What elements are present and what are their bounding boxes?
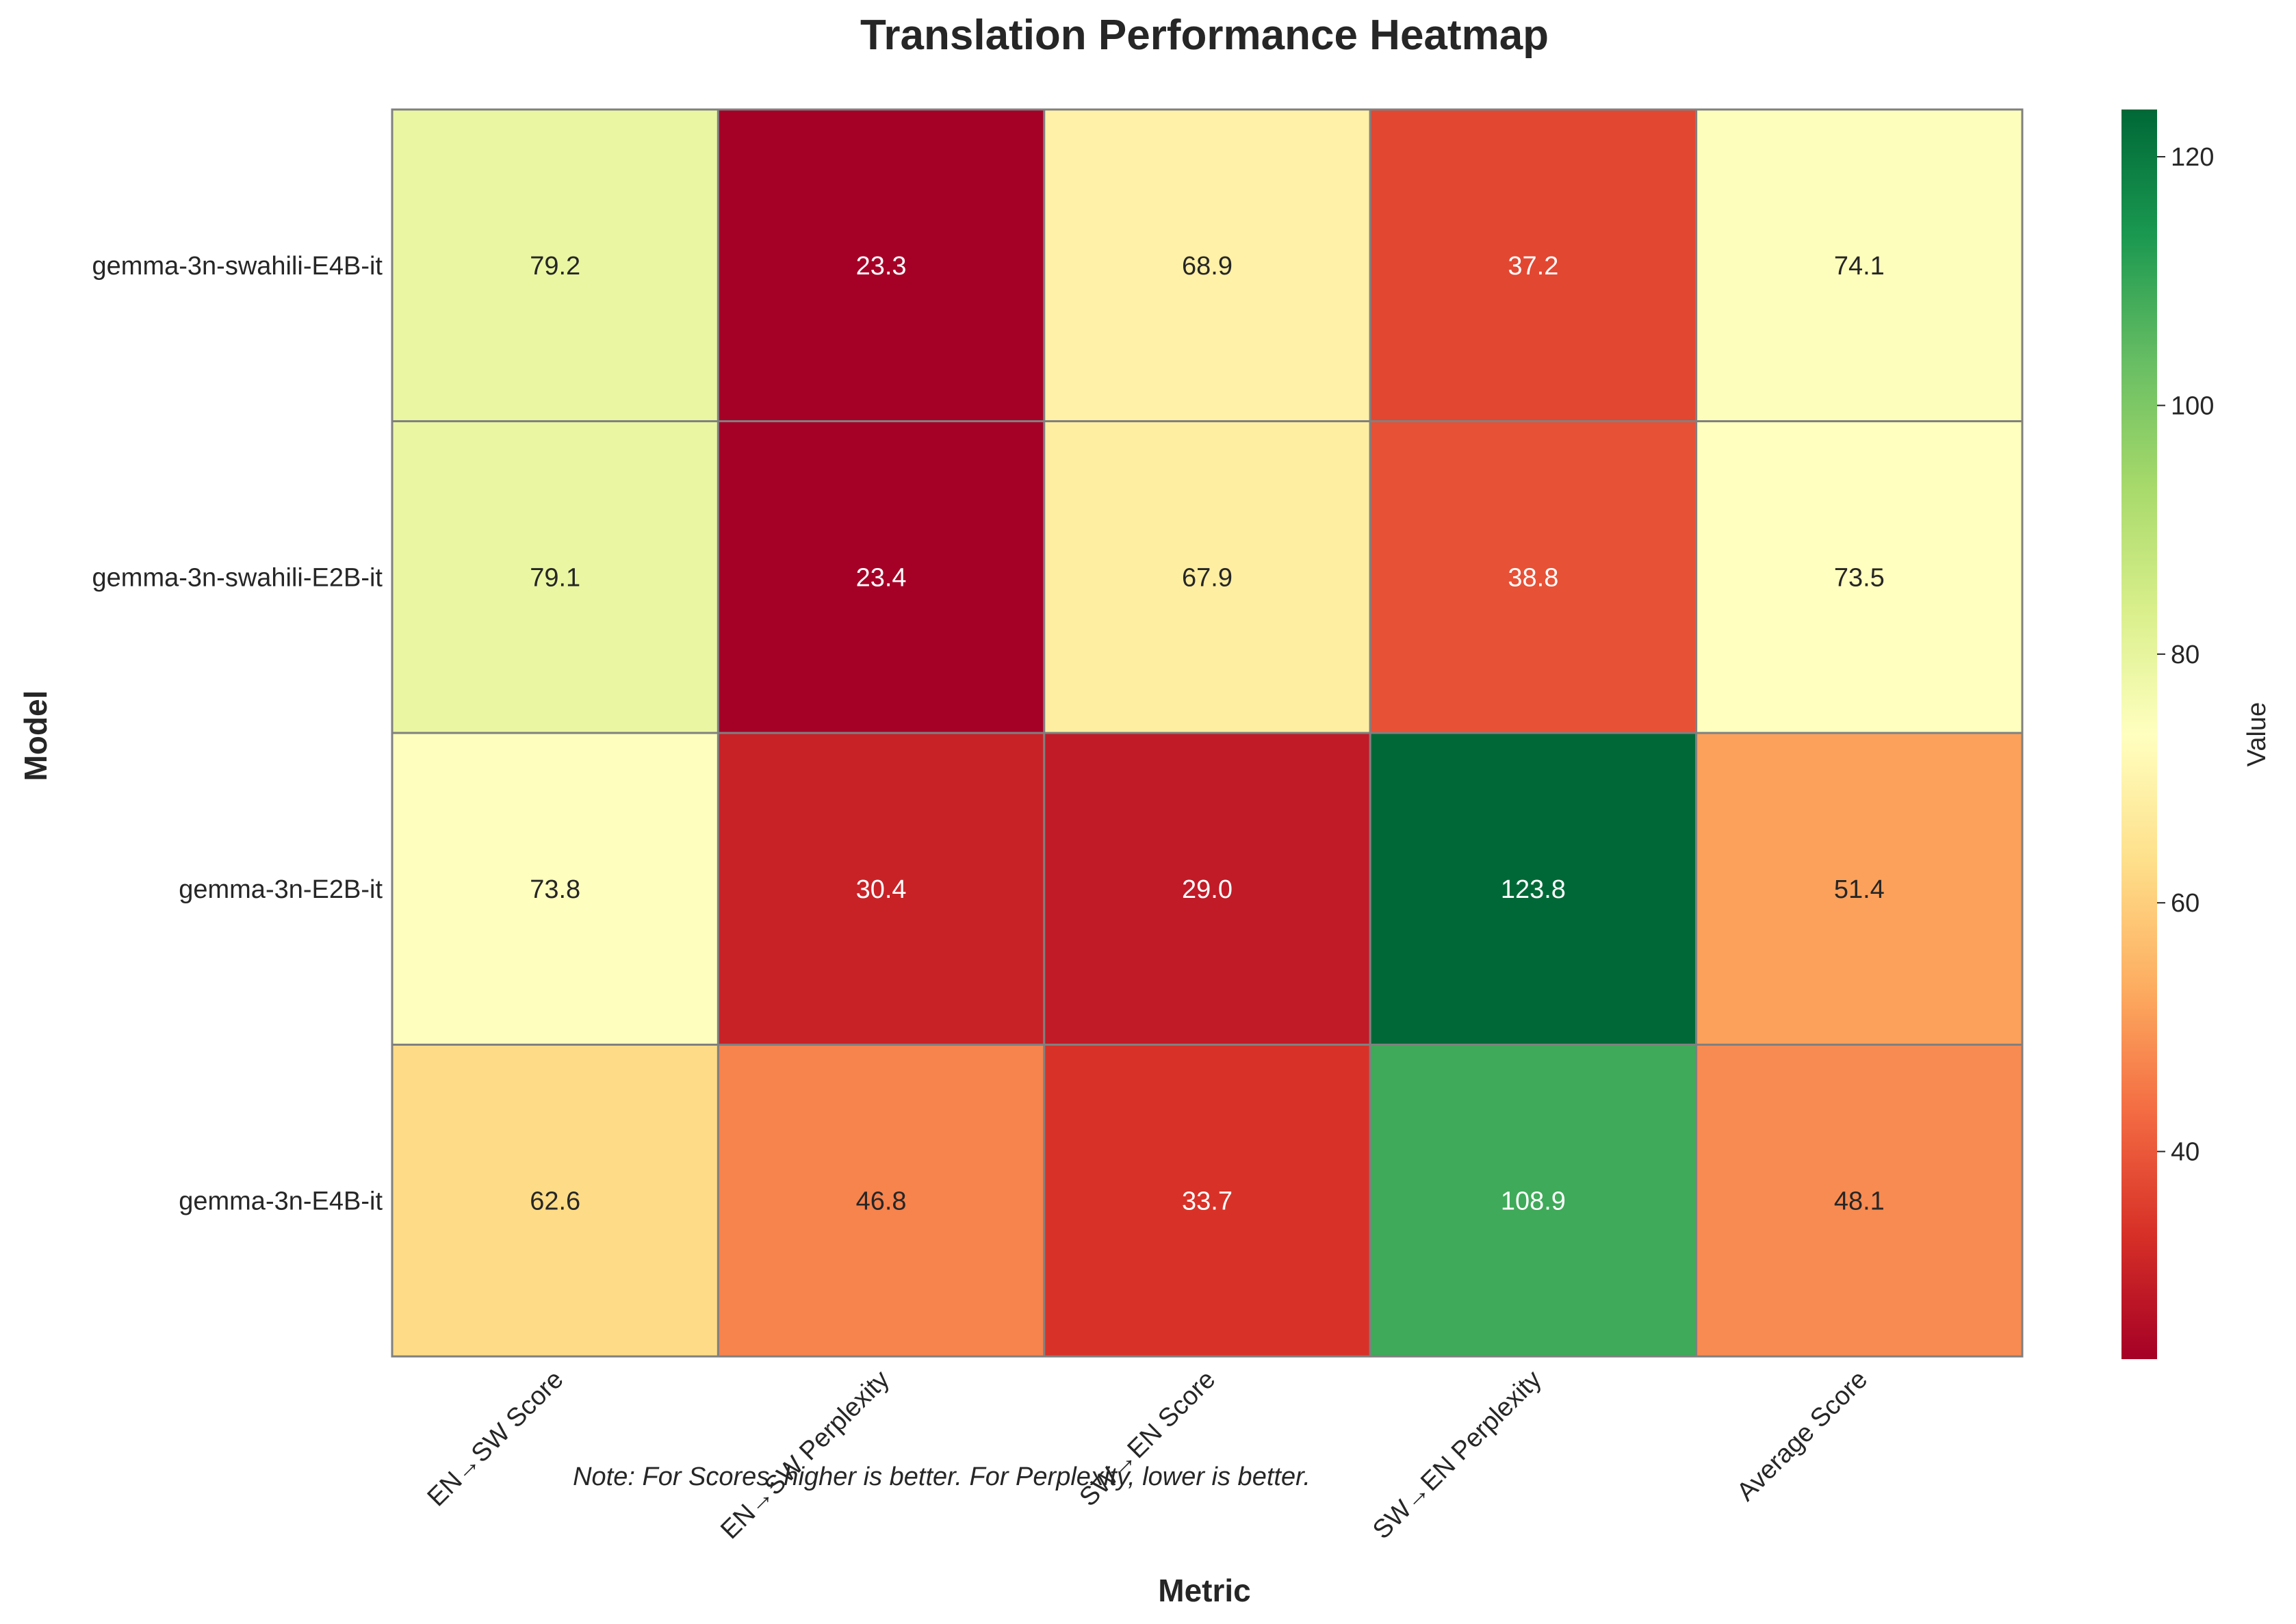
cell-value-label: 46.8 [856,1187,907,1215]
colorbar-tick-label: 100 [2171,391,2214,420]
colorbar-tick-label: 60 [2171,889,2200,918]
heatmap-cell-gemma-3n-swahili-e2b-it-average-score [1695,420,2024,734]
heatmap-cell-gemma-3n-swahili-e4b-it-en-to-sw-perplexity [717,108,1046,422]
cell-value-label: 48.1 [1834,1187,1885,1215]
cell-value-label: 73.8 [530,875,580,904]
heatmap-cell-gemma-3n-swahili-e2b-it-sw-to-en-score [1043,420,1371,734]
heatmap-cell-gemma-3n-e2b-it-en-to-sw-perplexity [717,732,1046,1046]
cell-value-label: 29.0 [1182,875,1233,904]
cell-value-label: 62.6 [530,1187,580,1215]
heatmap-cell-gemma-3n-swahili-e2b-it-en-to-sw-perplexity [717,420,1046,734]
x-tick-label: EN→SW Perplexity [715,1365,895,1545]
heatmap-cell-gemma-3n-e2b-it-average-score [1695,732,2024,1046]
colorbar-ticks: 40 60 80 100 120 [2157,143,2214,1167]
colorbar-tick-label: 120 [2171,143,2214,172]
cell-value-label: 67.9 [1182,563,1233,592]
y-tick-label: gemma-3n-swahili-E4B-it [92,252,383,281]
cell-value-label: 68.9 [1182,252,1233,281]
colorbar-tick-label: 40 [2171,1138,2200,1167]
y-axis-label: Model [18,691,53,782]
heatmap-cell-gemma-3n-e2b-it-sw-to-en-score [1043,732,1371,1046]
x-tick-label: Average Score [1731,1365,1873,1507]
heatmap-cell-gemma-3n-e2b-it-sw-to-en-perplexity [1369,732,1698,1046]
cell-value-label: 37.2 [1508,252,1558,281]
y-tick-label: gemma-3n-E2B-it [179,875,383,904]
heatmap-cell-gemma-3n-swahili-e4b-it-sw-to-en-score [1043,108,1371,422]
x-tick-label: EN→SW Score [422,1365,569,1512]
heatmap-cell-gemma-3n-swahili-e4b-it-en-to-sw-score [391,108,719,422]
cell-value-label: 33.7 [1182,1187,1233,1215]
heatmap-cells [391,108,2024,1358]
heatmap-cell-gemma-3n-e4b-it-average-score [1695,1044,2024,1358]
x-axis-label: Metric [1158,1573,1250,1608]
cell-value-label: 79.1 [530,563,580,592]
colorbar-label: Value [2243,702,2271,766]
heatmap-cell-gemma-3n-swahili-e2b-it-en-to-sw-score [391,420,719,734]
heatmap-cell-gemma-3n-e4b-it-sw-to-en-score [1043,1044,1371,1358]
cell-value-label: 108.9 [1501,1187,1566,1215]
heatmap-cell-gemma-3n-swahili-e4b-it-average-score [1695,108,2024,422]
heatmap-cell-gemma-3n-swahili-e4b-it-sw-to-en-perplexity [1369,108,1698,422]
cell-value-label: 23.3 [856,252,907,281]
heatmap-cell-gemma-3n-e4b-it-en-to-sw-score [391,1044,719,1358]
cell-value-label: 73.5 [1834,563,1885,592]
heatmap-cell-gemma-3n-e4b-it-en-to-sw-perplexity [717,1044,1046,1358]
x-tick-label: SW→EN Perplexity [1367,1365,1547,1545]
cell-value-label: 51.4 [1834,875,1885,904]
heatmap-cell-gemma-3n-e4b-it-sw-to-en-perplexity [1369,1044,1698,1358]
y-tick-label: gemma-3n-swahili-E2B-it [92,563,383,592]
cell-value-label: 23.4 [856,563,907,592]
cell-value-label: 123.8 [1501,875,1566,904]
heatmap-cell-labels: 79.2 23.3 68.9 37.2 74.1 79.1 23.4 67.9 38.8 73.5… [530,252,1885,1216]
y-tick-label: gemma-3n-E4B-it [179,1187,383,1215]
cell-value-label: 38.8 [1508,563,1558,592]
cell-value-label: 30.4 [856,875,907,904]
y-tick-labels: gemma-3n-swahili-E4B-it gemma-3n-swahili-… [92,252,383,1216]
cell-value-label: 79.2 [530,252,580,281]
x-tick-labels: EN→SW Score EN→SW Perplexity SW→EN Score SW… [422,1365,1873,1545]
footnote: Note: For Scores, higher is better. For … [573,1462,1311,1491]
colorbar [2121,109,2157,1359]
colorbar-tick-label: 80 [2171,641,2200,669]
cell-value-label: 74.1 [1834,252,1885,281]
chart-title: Translation Performance Heatmap [860,12,1549,59]
